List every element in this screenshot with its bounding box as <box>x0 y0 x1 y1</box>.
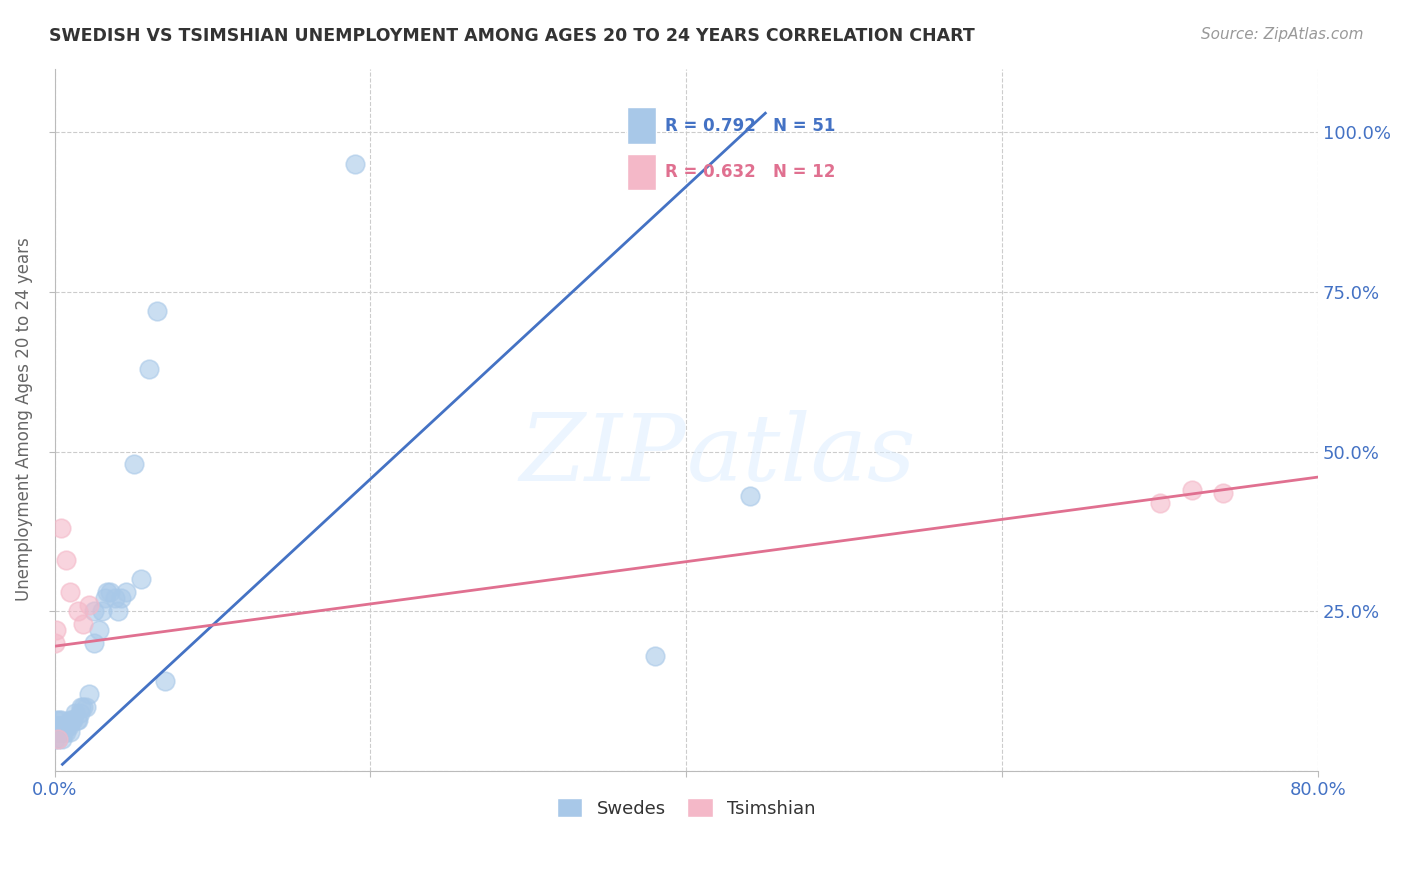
Point <box>96 585 118 599</box>
Point <box>153 674 176 689</box>
Point <box>644 648 666 663</box>
Point <box>45 713 67 727</box>
Point <box>343 157 366 171</box>
Text: Source: ZipAtlas.com: Source: ZipAtlas.com <box>1201 27 1364 42</box>
Point <box>72 616 94 631</box>
Point <box>56 719 79 733</box>
Point <box>70 699 93 714</box>
Point <box>58 719 80 733</box>
Point <box>53 725 76 739</box>
Point <box>69 706 91 721</box>
Point <box>75 699 97 714</box>
Point <box>1149 495 1171 509</box>
Point <box>66 713 89 727</box>
Point <box>60 713 83 727</box>
Point <box>59 585 82 599</box>
Point <box>94 591 117 606</box>
Point <box>1212 486 1234 500</box>
Point <box>90 604 112 618</box>
Point <box>44 636 66 650</box>
Point <box>46 731 69 746</box>
Point <box>49 521 72 535</box>
Point <box>44 731 66 746</box>
Point <box>138 361 160 376</box>
Point <box>67 604 90 618</box>
Legend: Swedes, Tsimshian: Swedes, Tsimshian <box>550 791 823 825</box>
Point <box>83 636 105 650</box>
Point <box>49 719 72 733</box>
Point <box>45 719 67 733</box>
Point <box>110 591 132 606</box>
Point <box>48 725 70 739</box>
Point <box>131 572 153 586</box>
Point <box>67 713 90 727</box>
Point <box>48 719 70 733</box>
Point <box>77 687 100 701</box>
Point <box>107 604 129 618</box>
Point <box>59 713 82 727</box>
Text: R = 0.792   N = 51: R = 0.792 N = 51 <box>665 117 835 135</box>
Point <box>55 719 77 733</box>
Point <box>72 699 94 714</box>
Point <box>59 725 82 739</box>
Point <box>48 713 70 727</box>
Point <box>55 725 77 739</box>
Text: atlas: atlas <box>686 409 915 500</box>
Point <box>51 725 73 739</box>
Point <box>46 731 69 746</box>
Point <box>77 598 100 612</box>
Point <box>87 624 110 638</box>
Point <box>51 731 73 746</box>
Point <box>98 585 121 599</box>
Point <box>103 591 125 606</box>
Point <box>1181 483 1204 497</box>
Point <box>49 713 72 727</box>
Point <box>114 585 136 599</box>
Point <box>122 458 145 472</box>
FancyBboxPatch shape <box>627 153 657 190</box>
Point <box>146 304 169 318</box>
Point <box>46 725 69 739</box>
Point <box>63 706 86 721</box>
Point <box>45 725 67 739</box>
Point <box>51 719 73 733</box>
Point <box>738 489 761 503</box>
Point <box>55 553 77 567</box>
Text: R = 0.632   N = 12: R = 0.632 N = 12 <box>665 163 835 181</box>
Text: ZIP: ZIP <box>520 409 686 500</box>
Point <box>45 624 67 638</box>
Text: SWEDISH VS TSIMSHIAN UNEMPLOYMENT AMONG AGES 20 TO 24 YEARS CORRELATION CHART: SWEDISH VS TSIMSHIAN UNEMPLOYMENT AMONG … <box>49 27 974 45</box>
Point <box>62 713 84 727</box>
Point <box>83 604 105 618</box>
Point <box>46 719 69 733</box>
Y-axis label: Unemployment Among Ages 20 to 24 years: Unemployment Among Ages 20 to 24 years <box>15 238 32 601</box>
FancyBboxPatch shape <box>627 107 657 145</box>
